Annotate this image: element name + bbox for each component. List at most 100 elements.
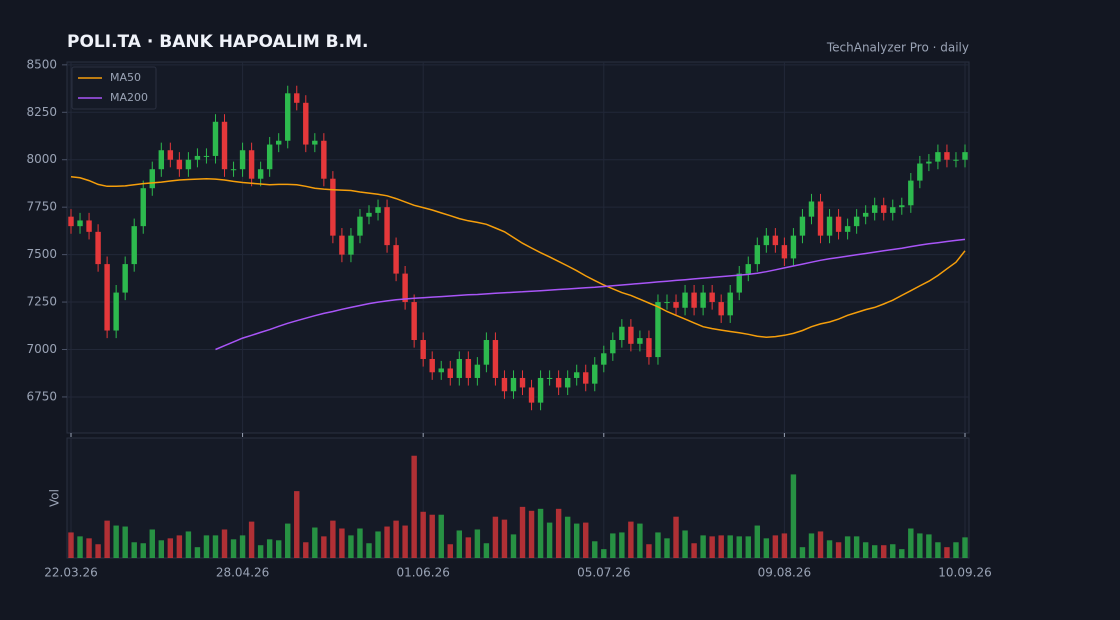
- candle-body: [601, 353, 607, 365]
- subtitle: TechAnalyzer Pro · daily: [826, 41, 969, 55]
- candle-body: [881, 205, 887, 213]
- x-tick-label: 22.03.26: [44, 566, 97, 580]
- legend-label: MA50: [110, 71, 141, 84]
- volume-bar: [68, 532, 74, 558]
- volume-bar: [339, 528, 345, 558]
- volume-bar: [275, 540, 282, 558]
- y-tick-label: 8500: [26, 57, 57, 71]
- volume-bar: [637, 523, 643, 558]
- candle-body: [610, 340, 616, 354]
- volume-bar: [718, 535, 724, 558]
- candle-body: [285, 93, 291, 141]
- volume-bar: [131, 542, 137, 558]
- candle-body: [104, 264, 110, 331]
- volume-bar: [555, 508, 562, 558]
- volume-bar: [95, 544, 101, 558]
- volume-bar: [122, 526, 128, 558]
- candle-body: [239, 150, 246, 170]
- volume-bar: [221, 529, 228, 558]
- volume-bar: [772, 535, 779, 558]
- candle-body: [655, 302, 661, 358]
- candle-body: [871, 205, 878, 213]
- candle-body: [294, 93, 300, 103]
- volume-bar: [646, 544, 652, 558]
- candle-body: [366, 212, 372, 217]
- candle-body: [420, 340, 426, 359]
- candle-body: [700, 292, 706, 308]
- volume-bar: [537, 508, 544, 558]
- volume-bar: [583, 522, 589, 558]
- candle-body: [926, 161, 932, 164]
- volume-bar: [185, 531, 192, 558]
- volume-bar: [853, 536, 860, 558]
- ma-line: [215, 238, 966, 351]
- volume-bar: [935, 542, 941, 558]
- volume-bar: [420, 511, 426, 558]
- candle-body: [754, 245, 761, 265]
- y-tick-label: 6750: [26, 389, 57, 403]
- candle-body: [944, 152, 950, 160]
- candle-body: [899, 205, 905, 208]
- candle-body: [646, 338, 652, 358]
- volume-bar: [754, 525, 761, 558]
- volume-bar: [375, 531, 381, 558]
- candle-body: [411, 302, 417, 341]
- candle-body: [330, 178, 336, 236]
- candle-body: [862, 212, 869, 217]
- volume-bar: [203, 535, 210, 558]
- volume-bar: [474, 529, 481, 558]
- volume-bar: [619, 532, 625, 558]
- volume-bar: [149, 529, 155, 558]
- candle-body: [790, 235, 797, 259]
- volume-bar: [140, 543, 146, 558]
- y-tick-label: 8250: [26, 105, 57, 119]
- candle-body: [266, 144, 273, 170]
- candle-body: [682, 292, 688, 308]
- candle-body: [375, 207, 381, 213]
- candle-body: [628, 326, 634, 344]
- volume-bar: [610, 533, 616, 558]
- volume-bar: [158, 540, 165, 558]
- candle-body: [275, 140, 282, 145]
- candle-body: [546, 377, 553, 379]
- candle-body: [718, 302, 724, 316]
- volume-bar: [727, 535, 733, 558]
- x-tick-label: 10.09.26: [938, 566, 991, 580]
- candle-body: [835, 216, 842, 232]
- candle-body: [691, 292, 697, 308]
- candle-body: [140, 188, 146, 227]
- volume-bar: [944, 547, 950, 558]
- candle-body: [763, 235, 770, 246]
- volume-bar: [402, 525, 408, 558]
- volume-bar: [564, 516, 571, 558]
- candle-body: [637, 338, 643, 344]
- candle-body: [402, 273, 408, 303]
- candle-body: [257, 169, 264, 179]
- volume-bar: [366, 543, 372, 558]
- volume-bar: [501, 519, 508, 558]
- volume-bar: [438, 514, 444, 558]
- candle-body: [176, 159, 183, 170]
- candle-body: [429, 358, 435, 373]
- candle-body: [384, 207, 390, 246]
- volume-bar: [230, 539, 237, 558]
- candle-body: [483, 340, 490, 365]
- candle-body: [131, 226, 137, 265]
- volume-label: Vol: [48, 489, 62, 507]
- candle-body: [77, 220, 83, 227]
- volume-bar: [285, 523, 291, 558]
- volume-bar: [817, 531, 824, 558]
- volume-bar: [881, 545, 887, 558]
- ma-line: [70, 176, 966, 338]
- volume-bar: [294, 491, 300, 558]
- volume-bar: [736, 536, 742, 558]
- candle-body: [357, 216, 363, 236]
- candle-body: [95, 231, 101, 265]
- volume-bar: [447, 544, 453, 558]
- volume-bar: [239, 535, 246, 558]
- volume-bar: [194, 547, 201, 558]
- candle-body: [167, 150, 174, 160]
- candle-body: [348, 235, 354, 255]
- candle-body: [519, 377, 526, 388]
- volume-bar: [167, 538, 174, 558]
